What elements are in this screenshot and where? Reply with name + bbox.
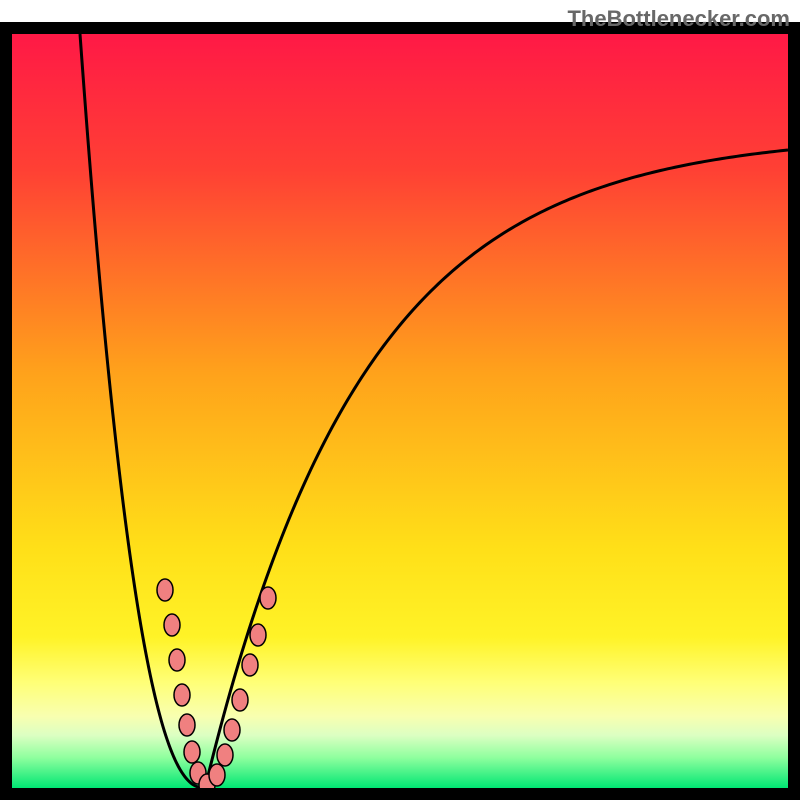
data-marker [209,764,225,786]
data-marker [232,689,248,711]
data-marker [224,719,240,741]
watermark-text: TheBottlenecker.com [567,6,790,32]
data-marker [242,654,258,676]
data-marker [260,587,276,609]
data-marker [179,714,195,736]
data-marker [184,741,200,763]
plot-area [12,34,788,796]
data-marker [157,579,173,601]
data-marker [164,614,180,636]
chart-svg [0,0,800,800]
data-marker [174,684,190,706]
data-marker [169,649,185,671]
data-marker [250,624,266,646]
data-marker [217,744,233,766]
bottleneck-chart: TheBottlenecker.com [0,0,800,800]
gradient-background [12,34,788,788]
